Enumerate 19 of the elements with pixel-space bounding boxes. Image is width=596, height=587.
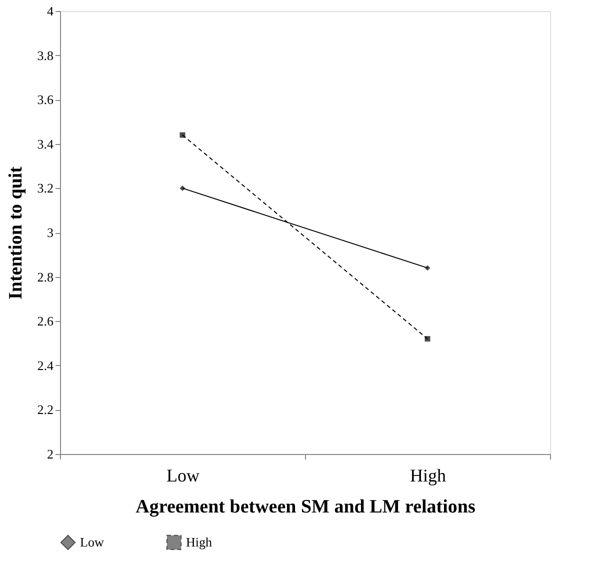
point — [180, 185, 186, 191]
point — [424, 265, 430, 271]
y-tick-label: 3 — [47, 225, 54, 240]
y-tick-label: 2.6 — [37, 314, 54, 329]
y-tick-label: 2 — [47, 446, 54, 462]
legend-label: Low — [80, 534, 104, 550]
point — [424, 336, 430, 342]
y-tick-label: 3.4 — [37, 136, 54, 152]
x-axis-title: Agreement between SM and LM relations — [136, 496, 476, 518]
y-tick-label: 4 — [47, 4, 54, 18]
y-tick-label: 3.6 — [37, 92, 54, 108]
y-tick-label: 2.8 — [37, 269, 54, 284]
y-tick-label: 3.2 — [37, 180, 54, 196]
y-tick-label: 3.8 — [37, 48, 54, 63]
point — [180, 132, 186, 138]
y-axis-title: Intention to quit — [5, 166, 26, 300]
y-tick-label: 2.4 — [37, 358, 54, 373]
legend-label: High — [186, 534, 212, 550]
y-tick-label: 2.2 — [37, 402, 54, 418]
